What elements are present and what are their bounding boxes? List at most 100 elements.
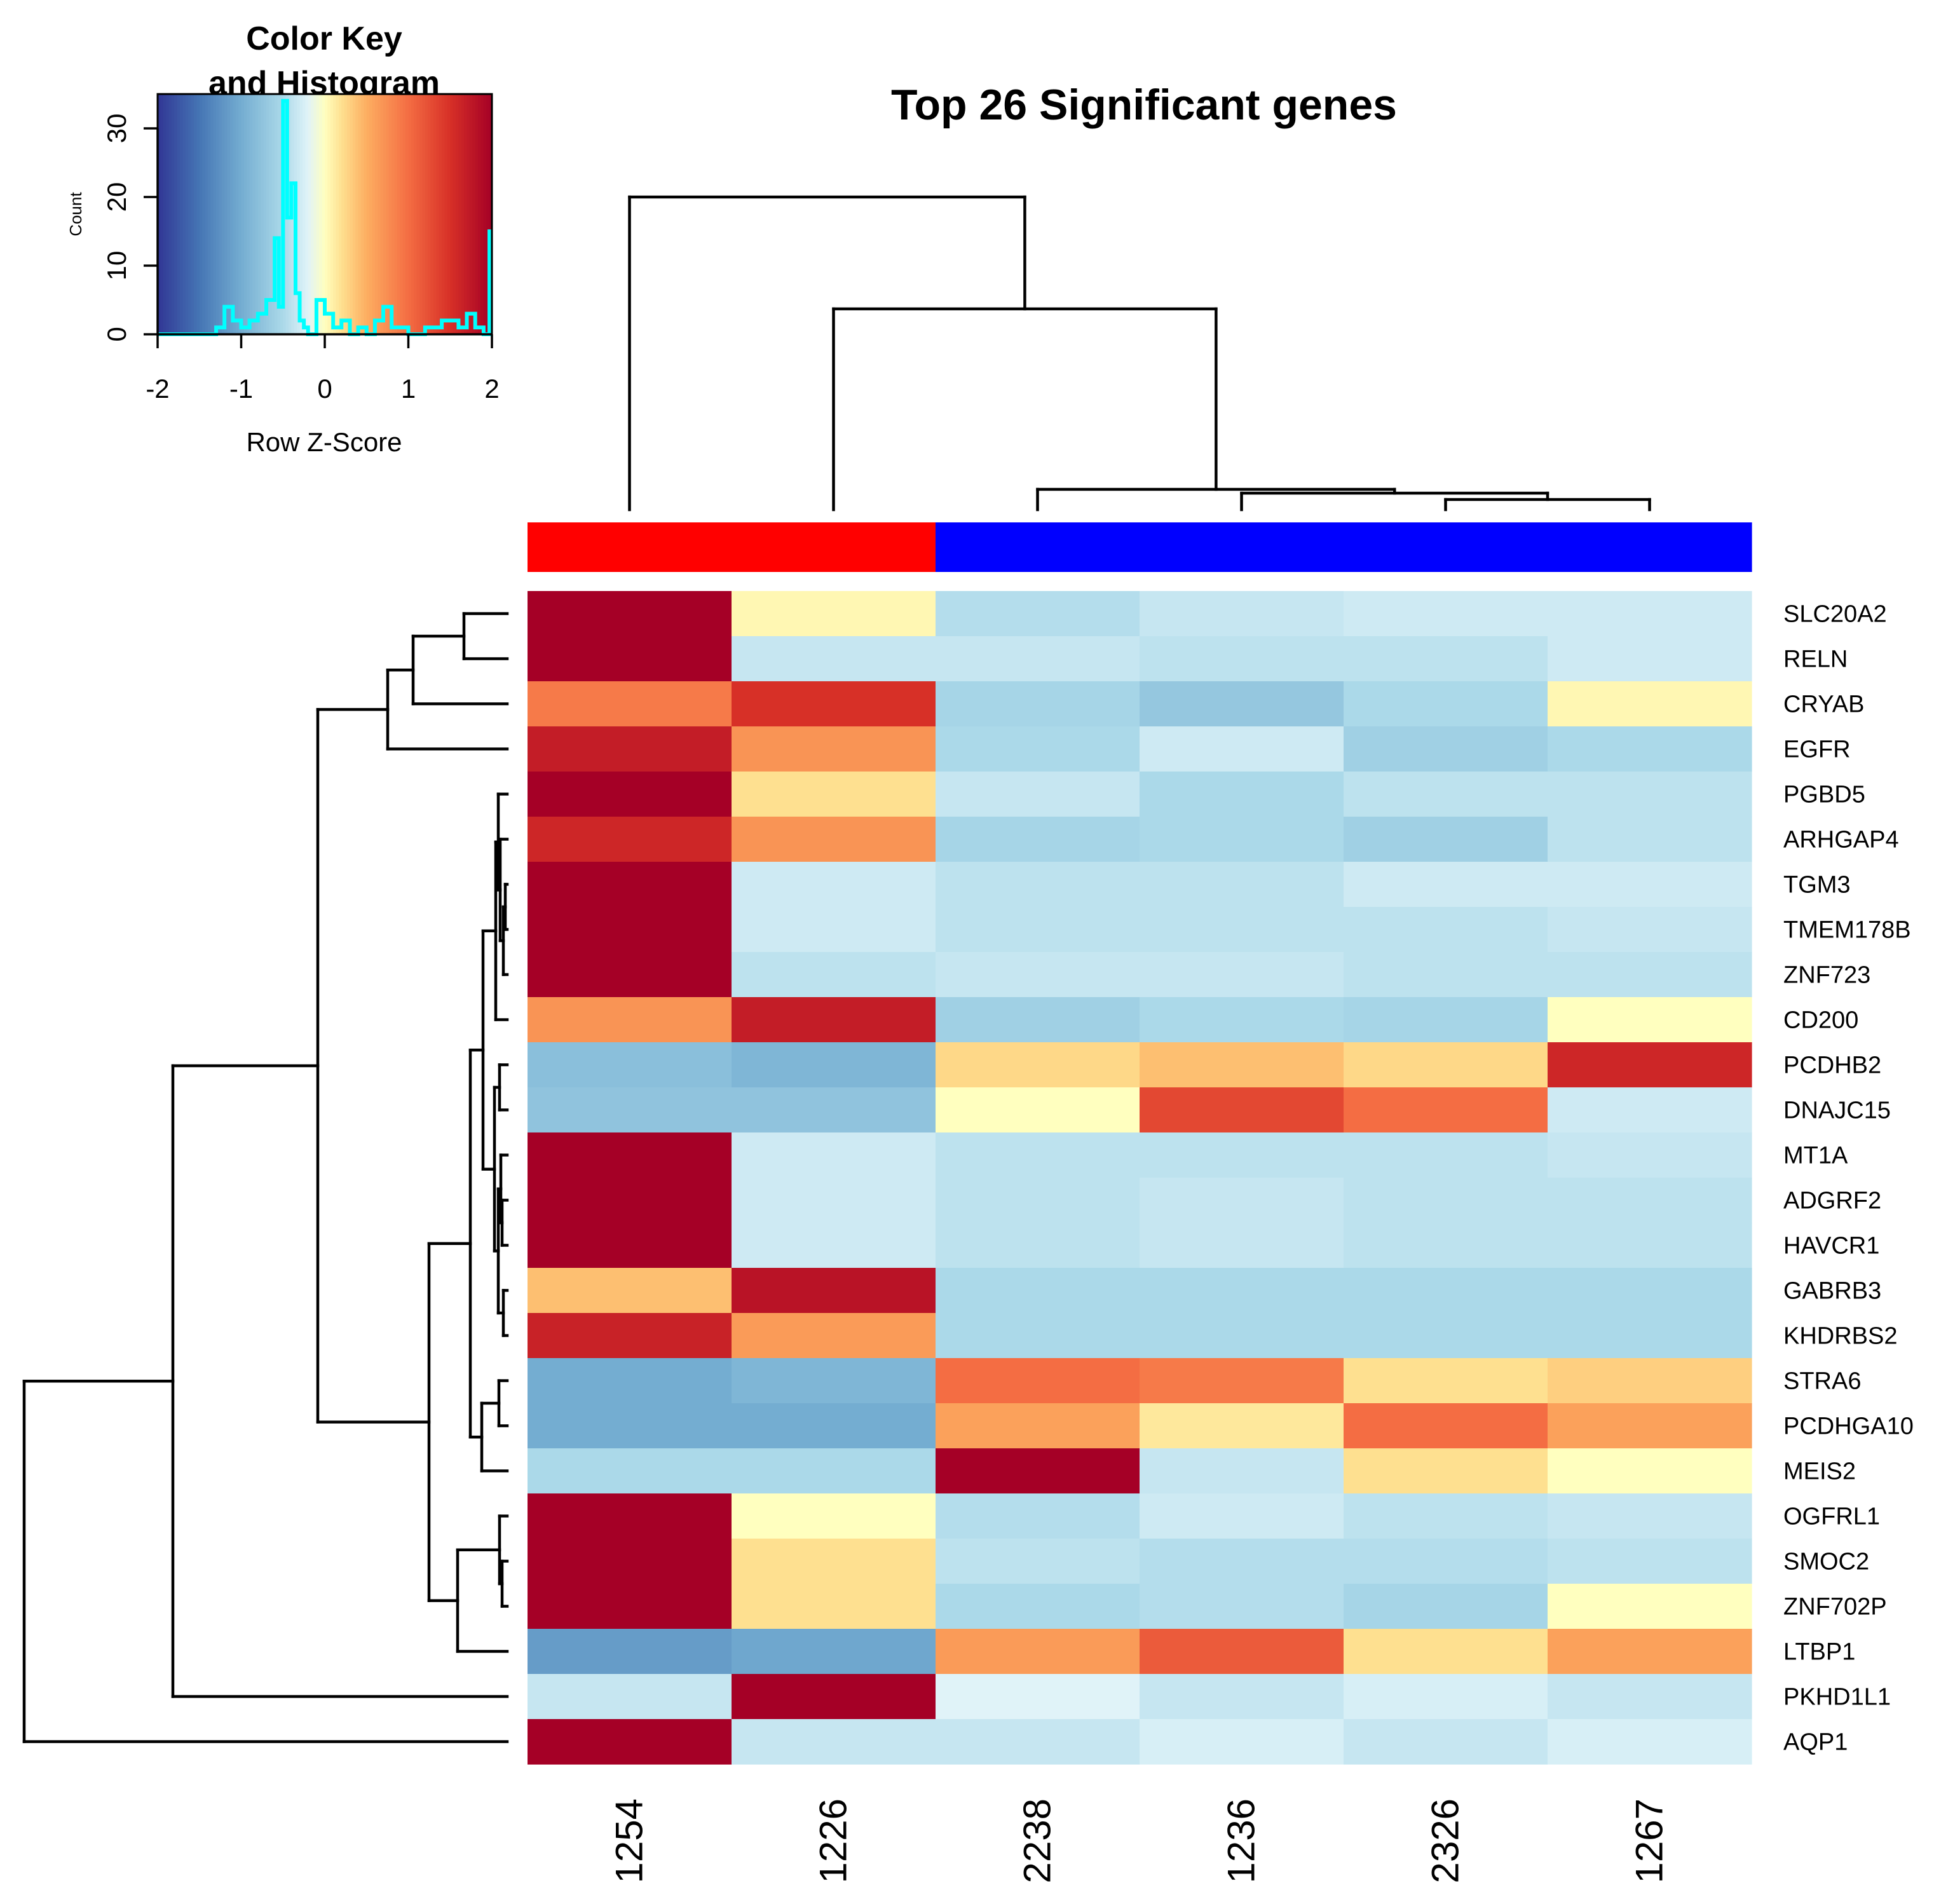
heatmap-cell (732, 997, 936, 1043)
heatmap-cell (1344, 726, 1548, 772)
gene-label: OGFRL1 (1783, 1504, 1880, 1530)
gene-label: STRA6 (1783, 1368, 1861, 1395)
heatmap-cell (936, 726, 1140, 772)
heatmap-cell (1344, 591, 1548, 637)
color-key-swatch (193, 94, 198, 334)
heatmap-cell (1344, 1448, 1548, 1494)
heatmap-cell (1548, 726, 1752, 772)
color-key-y-tick-label: 10 (102, 251, 132, 281)
color-key-swatch (374, 94, 379, 334)
color-key-swatch (439, 94, 442, 334)
color-key-swatch (313, 94, 317, 334)
heatmap-cell (732, 636, 936, 682)
heatmap-cell (936, 1042, 1140, 1088)
heatmap-cell (732, 862, 936, 908)
heatmap-cell (732, 1539, 936, 1584)
heatmap-cell (528, 1539, 732, 1584)
heatmap-cell (732, 1223, 936, 1268)
sample-label: 1226 (812, 1799, 855, 1883)
color-key-swatch (416, 94, 420, 334)
color-key-swatch (466, 94, 470, 334)
heatmap-cell (936, 952, 1140, 998)
color-key-swatch (319, 94, 323, 334)
column-group-cell (1140, 522, 1344, 572)
color-key-swatch (480, 94, 484, 334)
heatmap-cell (528, 907, 732, 953)
color-key-swatch (378, 94, 381, 334)
gene-label: EGFR (1783, 737, 1851, 763)
color-key-swatch (241, 94, 245, 334)
color-key-swatch (166, 94, 170, 334)
color-key-swatch (299, 94, 303, 334)
heatmap-cell (1548, 952, 1752, 998)
color-key-swatch (372, 94, 376, 334)
sample-labels: 1254 1226 2238 1236 2326 1267 (608, 1799, 1671, 1883)
color-key-swatch (489, 94, 493, 334)
heatmap-cell (528, 1719, 732, 1765)
color-key-swatch (322, 94, 325, 334)
color-key-swatch (402, 94, 406, 334)
heatmap-cell (936, 1403, 1140, 1449)
color-key-swatch (478, 94, 482, 334)
color-key-swatch (430, 94, 434, 334)
column-group-cell (1344, 522, 1548, 572)
color-key-swatch (333, 94, 337, 334)
color-key-swatch (275, 94, 278, 334)
color-key-y-tick-label: 0 (102, 327, 132, 341)
color-key-x-tick-label: 1 (401, 374, 416, 404)
heatmap-cell (1344, 907, 1548, 953)
color-key-swatch (325, 94, 329, 334)
color-key-swatch (397, 94, 401, 334)
heatmap-cell (528, 1403, 732, 1449)
heatmap-cell (936, 1313, 1140, 1359)
heatmap-cell (1548, 997, 1752, 1043)
color-key-swatch (210, 94, 214, 334)
heatmap-cell (528, 1042, 732, 1088)
color-key-swatch (425, 94, 428, 334)
color-key-xlabel: Row Z-Score (246, 427, 402, 457)
gene-label: ADGRF2 (1783, 1188, 1881, 1214)
heatmap-cell (732, 952, 936, 998)
color-key-x-axis: -2 -1 0 1 2 (146, 333, 500, 404)
color-key-swatch (297, 94, 301, 334)
heatmap-cell (1344, 1358, 1548, 1404)
heatmap-cell (732, 772, 936, 817)
heatmap-cell (936, 1087, 1140, 1133)
heatmap-cell (1140, 1674, 1344, 1720)
color-key-swatch (433, 94, 437, 334)
color-key-swatch (207, 94, 212, 334)
gene-label: PKHD1L1 (1783, 1684, 1891, 1711)
color-key-swatch (486, 94, 490, 334)
column-dendrogram (628, 195, 1651, 512)
color-key-swatch (316, 94, 320, 334)
heatmap-cell (1548, 1629, 1752, 1675)
color-key-swatch (327, 94, 331, 334)
color-key-swatch (247, 94, 250, 334)
gene-label: CD200 (1783, 1007, 1858, 1034)
color-key-swatch (229, 94, 234, 334)
color-key-x-tick-label: 0 (317, 374, 332, 404)
heatmap-cell (936, 862, 1140, 908)
color-key-swatch (458, 94, 462, 334)
gene-label: TGM3 (1783, 872, 1851, 899)
color-key-swatch (422, 94, 426, 334)
heatmap-cell (1140, 907, 1344, 953)
color-key-swatch (442, 94, 446, 334)
color-key-title: Color Key (246, 20, 402, 57)
gene-label: SLC20A2 (1783, 601, 1887, 628)
color-key-swatch (249, 94, 253, 334)
heatmap-cell (528, 636, 732, 682)
sample-label: 2238 (1016, 1799, 1059, 1883)
heatmap-cell (1344, 772, 1548, 817)
heatmap-cell (1344, 1403, 1548, 1449)
heatmap-cell (936, 1719, 1140, 1765)
heatmap-cell (936, 997, 1140, 1043)
heatmap-cell (936, 1132, 1140, 1178)
color-key-swatch (405, 94, 409, 334)
heatmap-cell (1344, 1087, 1548, 1133)
heatmap-cell (732, 1178, 936, 1223)
column-group-cell (1548, 522, 1752, 572)
color-key-swatch (360, 94, 365, 334)
heatmap-cell (732, 1042, 936, 1088)
heatmap-cell (1344, 1674, 1548, 1720)
